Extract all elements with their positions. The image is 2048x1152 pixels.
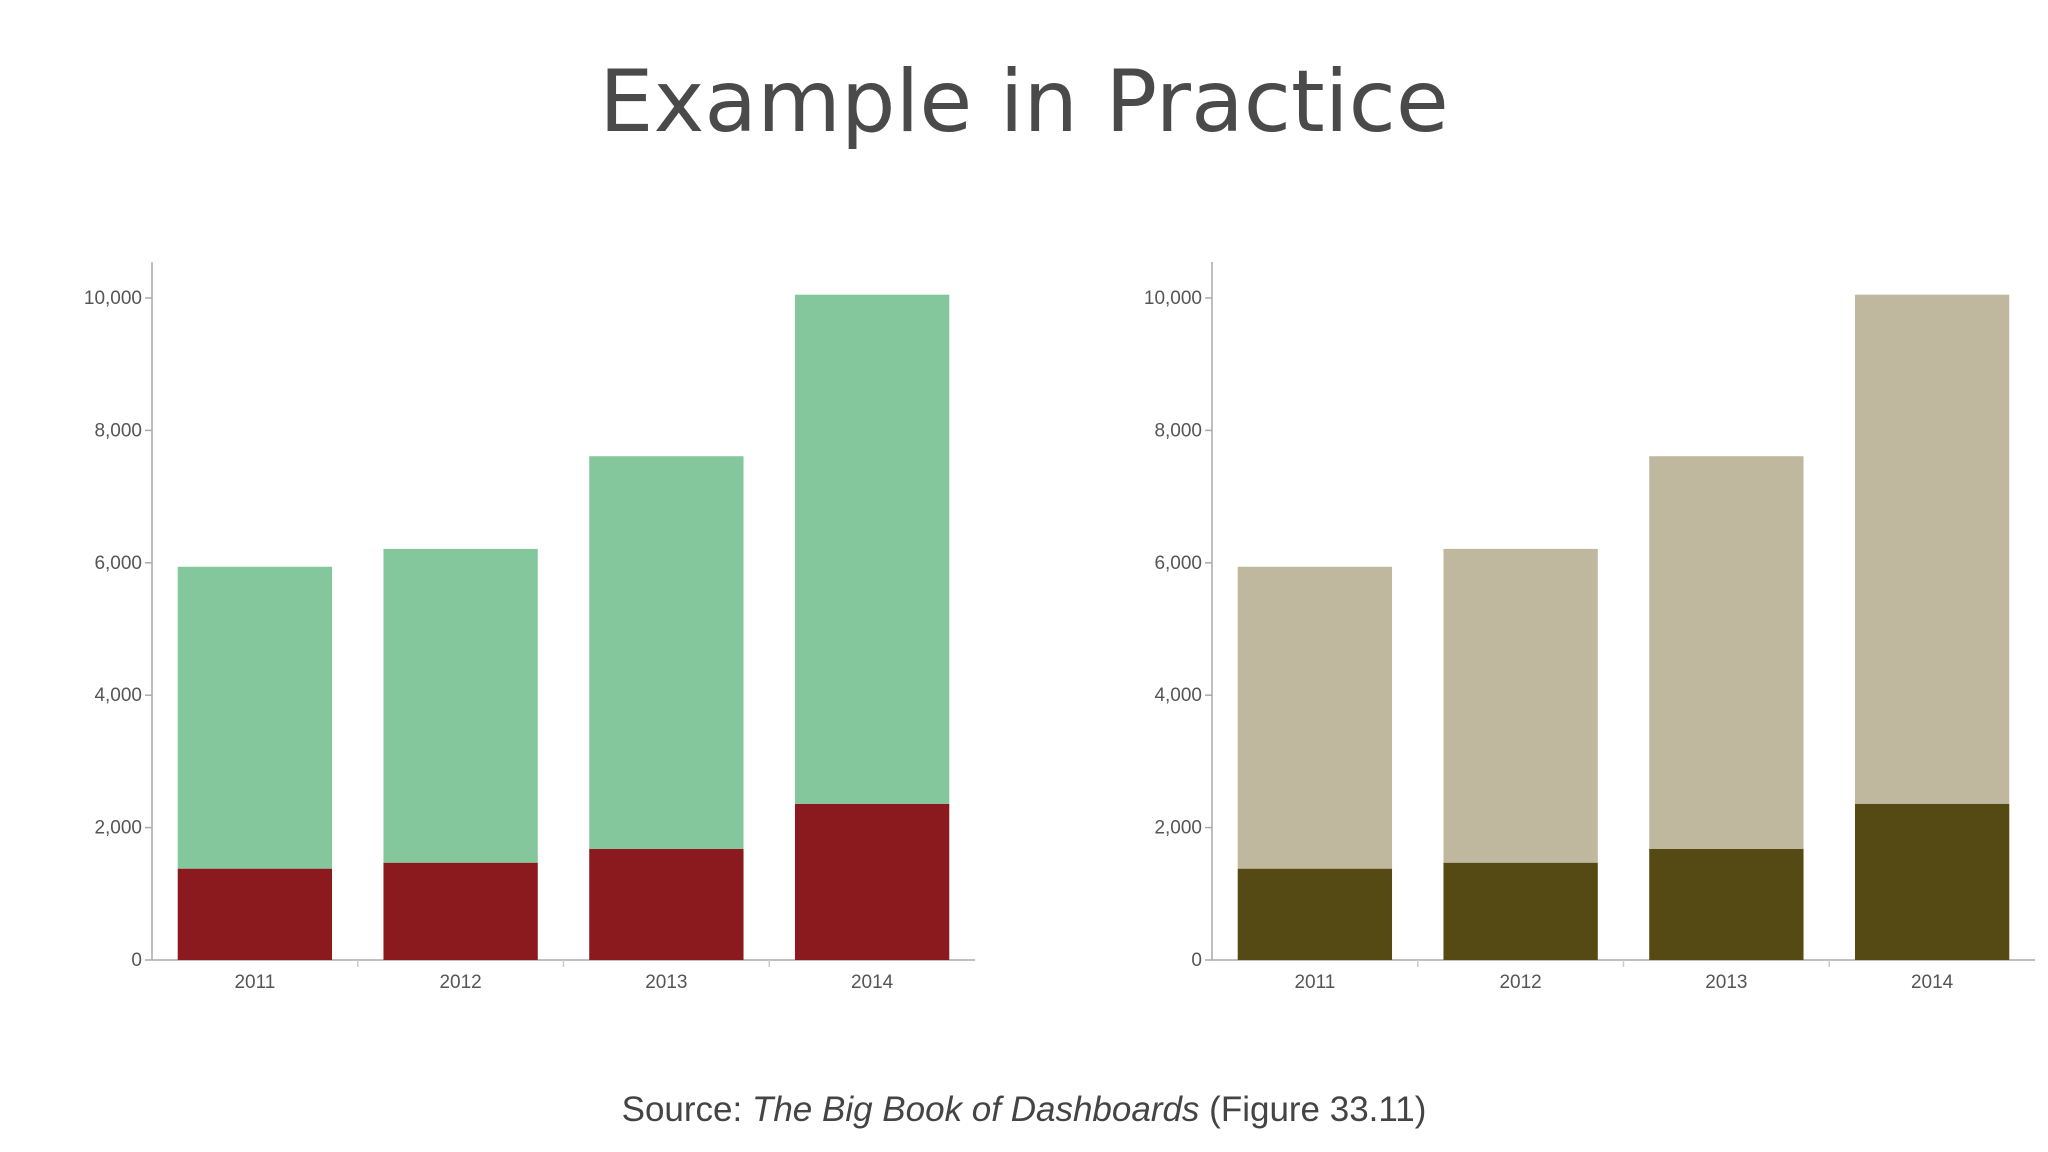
bar-2011-segment-2 xyxy=(177,566,333,869)
x-tick-label: 2013 xyxy=(645,972,687,993)
source-suffix: (Figure 33.11) xyxy=(1199,1090,1427,1129)
bar-2012-segment-2 xyxy=(1443,548,1598,863)
source-prefix: Source: xyxy=(621,1090,752,1129)
bar-2012-segment-1 xyxy=(383,862,538,960)
bar-2014-segment-1 xyxy=(1854,803,2010,960)
x-tick-label: 2011 xyxy=(234,972,275,993)
y-tick-label: 2,000 xyxy=(94,818,142,839)
page-title: Example in Practice xyxy=(599,52,1449,152)
x-tick-label: 2014 xyxy=(851,972,894,993)
y-tick-label: 8,000 xyxy=(94,420,142,441)
y-tick-label: 0 xyxy=(1191,950,1202,971)
bar-2011-segment-1 xyxy=(1237,868,1393,960)
bar-2014-segment-2 xyxy=(1854,294,2010,804)
y-tick-label: 4,000 xyxy=(94,685,142,706)
y-tick-label: 8,000 xyxy=(1154,420,1202,441)
bar-2012-segment-1 xyxy=(1443,862,1598,960)
bar-2011-segment-2 xyxy=(1237,566,1393,869)
y-tick-label: 6,000 xyxy=(1154,553,1202,574)
bar-2011-segment-1 xyxy=(177,868,333,960)
stacked-bar-chart-left: 0 2,000 4,000 6,000 8,000 10,000 2011 2012 2013 2… xyxy=(84,262,975,993)
stacked-bar-chart-right: 0 2,000 4,000 6,000 8,000 10,000 2011 2012 2013 2… xyxy=(1144,262,2035,993)
y-tick-label: 10,000 xyxy=(1144,288,1202,309)
y-tick-label: 6,000 xyxy=(94,553,142,574)
x-tick-label: 2013 xyxy=(1705,972,1747,993)
bar-2013-segment-1 xyxy=(1649,848,1804,960)
x-tick-label: 2011 xyxy=(1294,972,1335,993)
x-tick-label: 2012 xyxy=(439,972,481,993)
y-tick-label: 10,000 xyxy=(84,288,142,309)
bar-2012-segment-2 xyxy=(383,548,538,863)
x-tick-label: 2012 xyxy=(1499,972,1541,993)
source-book-title: The Big Book of Dashboards xyxy=(751,1090,1200,1129)
x-tick-label: 2014 xyxy=(1911,972,1954,993)
bar-2013-segment-1 xyxy=(589,848,744,960)
bar-2014-segment-2 xyxy=(794,294,950,804)
y-tick-label: 0 xyxy=(131,950,142,971)
y-tick-label: 2,000 xyxy=(1154,818,1202,839)
bar-2014-segment-1 xyxy=(794,803,950,960)
bar-2013-segment-2 xyxy=(1649,456,1804,849)
y-tick-label: 4,000 xyxy=(1154,685,1202,706)
source-caption: Source: The Big Book of Dashboards (Figu… xyxy=(0,1090,2048,1130)
bar-2013-segment-2 xyxy=(589,456,744,849)
